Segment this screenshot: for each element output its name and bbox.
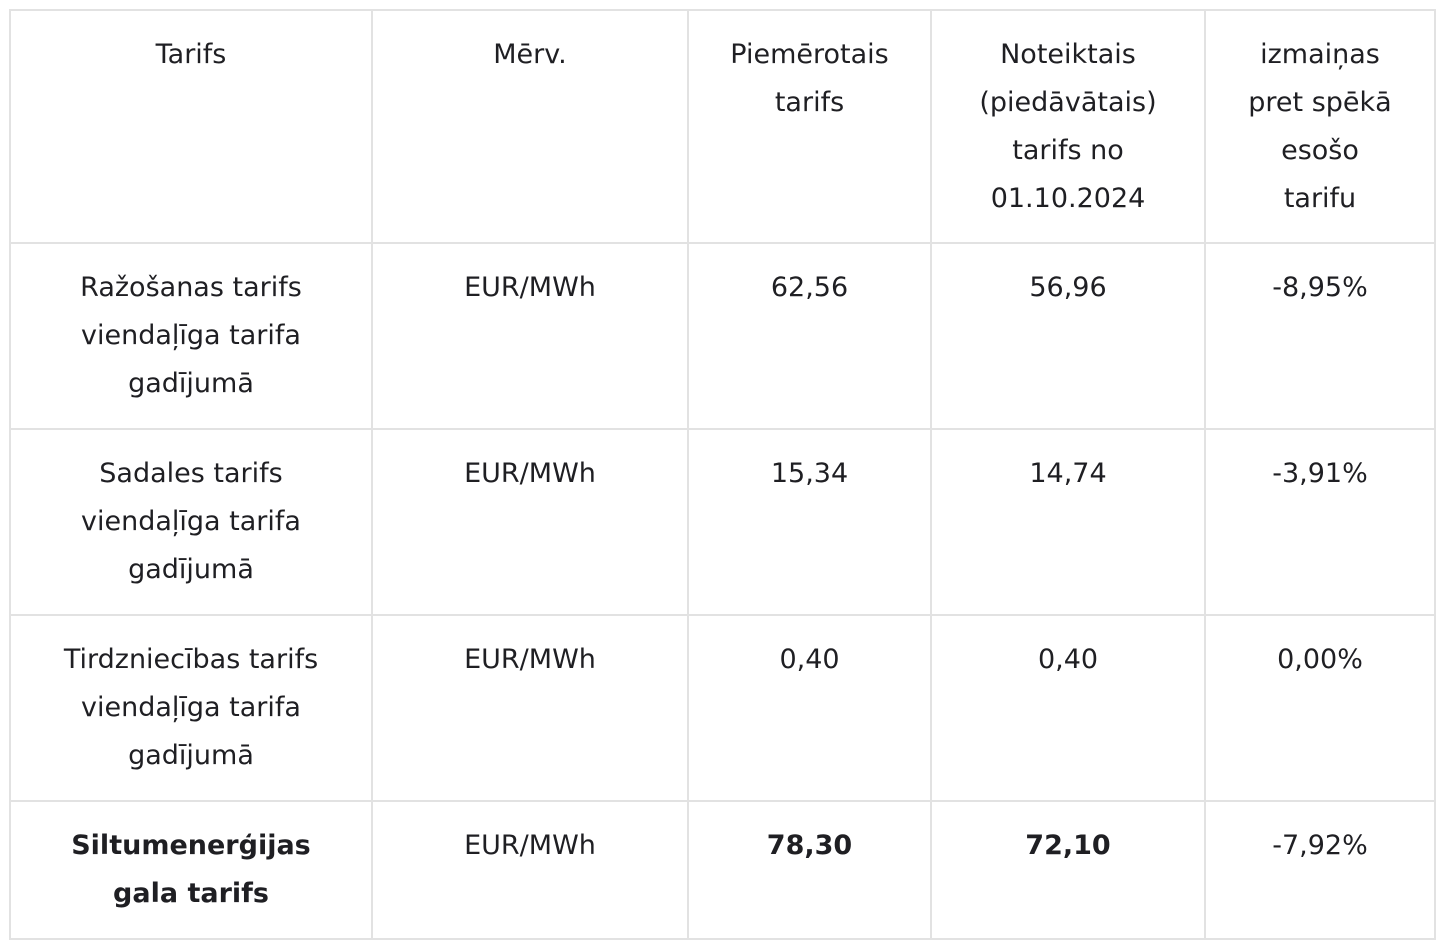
- row-proposed-cell: 0,40: [930, 614, 1206, 802]
- row-change-value: 0,00%: [1277, 644, 1363, 675]
- row-unit-cell: EUR/MWh: [371, 428, 689, 616]
- total-unit: EUR/MWh: [464, 830, 596, 861]
- row-unit: EUR/MWh: [464, 458, 596, 489]
- row-name-cell: Ražošanas tarifs viendaļīga tarifa gadīj…: [9, 242, 373, 430]
- table-header-row: Tarifs Mērv. Piemērotais tarifs Noteikta…: [9, 9, 1436, 244]
- total-current-value: 78,30: [766, 830, 853, 861]
- header-cell-change: izmaiņas pret spēkā esošo tarifu: [1204, 9, 1436, 244]
- total-name: Siltumenerģijas gala tarifs: [71, 830, 311, 909]
- row-change-value: -8,95%: [1272, 272, 1368, 303]
- row-change-cell: -3,91%: [1204, 428, 1436, 616]
- row-proposed-cell: 56,96: [930, 242, 1206, 430]
- header-change-label: izmaiņas pret spēkā esošo tarifu: [1248, 39, 1392, 214]
- table-row: Sadales tarifs viendaļīga tarifa gadījum…: [9, 428, 1436, 616]
- header-cell-proposed: Noteiktais (piedāvātais) tarifs no 01.10…: [930, 9, 1206, 244]
- header-cell-unit: Mērv.: [371, 9, 689, 244]
- header-cell-current: Piemērotais tarifs: [687, 9, 932, 244]
- header-current-label: Piemērotais tarifs: [730, 39, 889, 118]
- row-current-cell: 0,40: [687, 614, 932, 802]
- table-row: Ražošanas tarifs viendaļīga tarifa gadīj…: [9, 242, 1436, 430]
- row-unit: EUR/MWh: [464, 272, 596, 303]
- row-unit: EUR/MWh: [464, 644, 596, 675]
- row-name-cell: Sadales tarifs viendaļīga tarifa gadījum…: [9, 428, 373, 616]
- row-current-value: 62,56: [770, 272, 849, 303]
- row-proposed-value: 56,96: [1029, 272, 1107, 303]
- total-unit-cell: EUR/MWh: [371, 800, 689, 940]
- total-proposed-value: 72,10: [1025, 830, 1111, 861]
- row-current-cell: 62,56: [687, 242, 932, 430]
- table-row: Tirdzniecības tarifs viendaļīga tarifa g…: [9, 614, 1436, 802]
- row-name: Sadales tarifs viendaļīga tarifa gadījum…: [81, 458, 301, 585]
- row-change-cell: -8,95%: [1204, 242, 1436, 430]
- row-unit-cell: EUR/MWh: [371, 242, 689, 430]
- header-proposed-label: Noteiktais (piedāvātais) tarifs no 01.10…: [979, 39, 1157, 214]
- row-current-value: 0,40: [779, 644, 840, 675]
- row-current-value: 15,34: [770, 458, 849, 489]
- total-current-cell: 78,30: [687, 800, 932, 940]
- row-change-cell: 0,00%: [1204, 614, 1436, 802]
- header-cell-tariff: Tarifs: [9, 9, 373, 244]
- row-unit-cell: EUR/MWh: [371, 614, 689, 802]
- total-name-cell: Siltumenerģijas gala tarifs: [9, 800, 373, 940]
- row-name: Ražošanas tarifs viendaļīga tarifa gadīj…: [80, 272, 302, 399]
- row-proposed-value: 0,40: [1037, 644, 1099, 675]
- header-unit-label: Mērv.: [493, 39, 567, 70]
- total-proposed-cell: 72,10: [930, 800, 1206, 940]
- total-change-cell: -7,92%: [1204, 800, 1436, 940]
- row-name: Tirdzniecības tarifs viendaļīga tarifa g…: [63, 644, 319, 771]
- row-proposed-value: 14,74: [1029, 458, 1107, 489]
- total-change-value: -7,92%: [1272, 830, 1368, 861]
- row-name-cell: Tirdzniecības tarifs viendaļīga tarifa g…: [9, 614, 373, 802]
- tariff-table: Tarifs Mērv. Piemērotais tarifs Noteikta…: [9, 9, 1436, 940]
- row-proposed-cell: 14,74: [930, 428, 1206, 616]
- table-total-row: Siltumenerģijas gala tarifs EUR/MWh 78,3…: [9, 800, 1436, 940]
- header-tariff-label: Tarifs: [155, 39, 227, 70]
- row-current-cell: 15,34: [687, 428, 932, 616]
- row-change-value: -3,91%: [1272, 458, 1368, 489]
